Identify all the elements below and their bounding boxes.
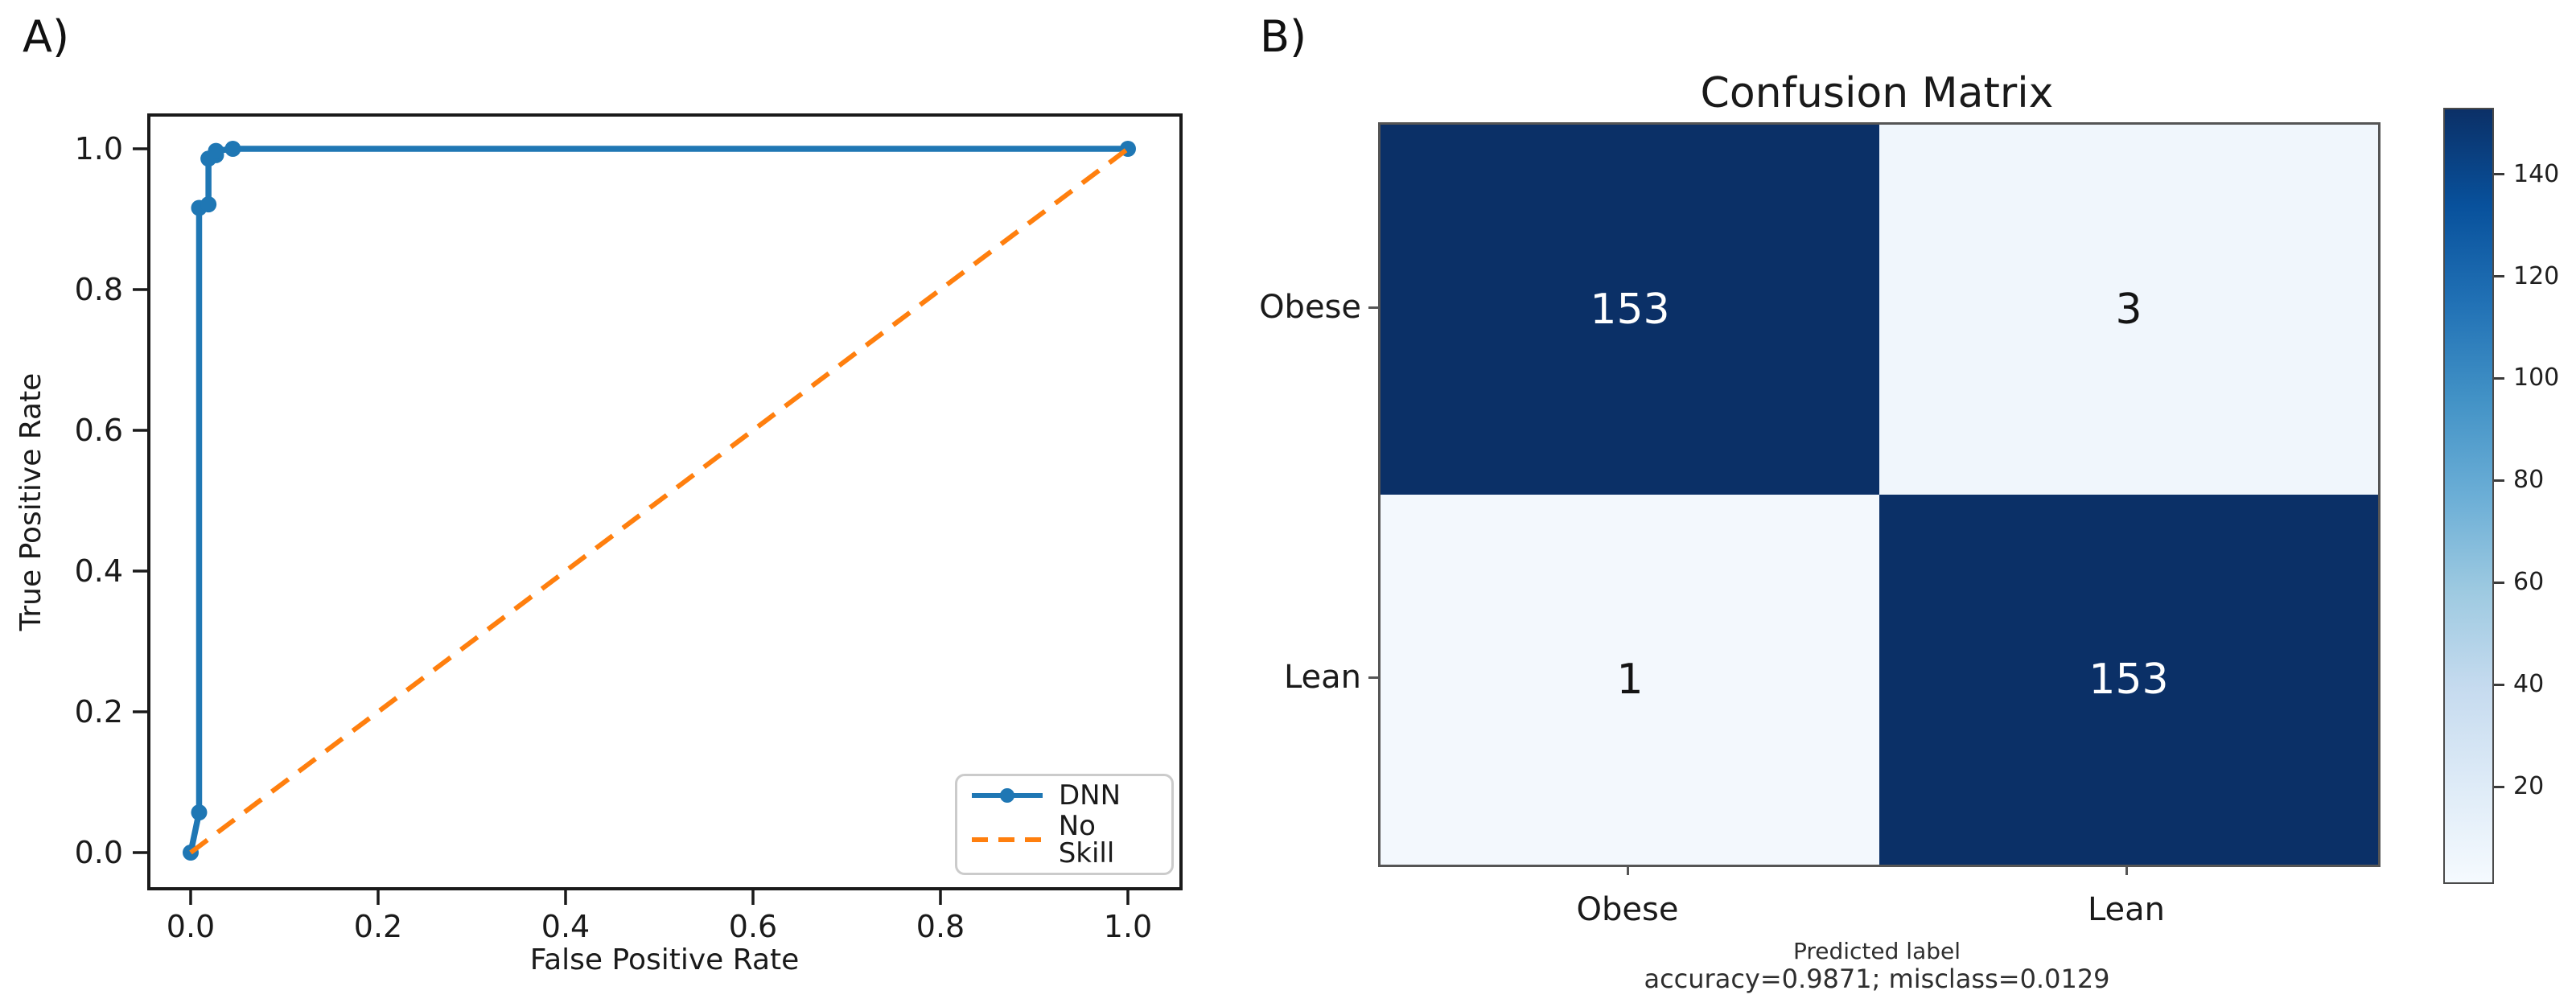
roc-x-tick-label: 0.2 — [354, 909, 402, 944]
roc-plot-box — [147, 113, 1183, 890]
roc-xlabel: False Positive Rate — [530, 943, 800, 976]
roc-data-point — [200, 196, 217, 213]
roc-y-tick-label: 0.4 — [75, 553, 123, 589]
roc-y-tick-label: 0.0 — [75, 835, 123, 870]
cm-row-label-lean: Lean — [1283, 659, 1361, 696]
cm-row-tick-1 — [1368, 306, 1378, 309]
colorbar-tick — [2494, 785, 2504, 788]
roc-x-tick-label: 0.6 — [729, 909, 777, 944]
roc-axes-ticks: 0.0 0.2 0.4 0.6 0.8 1.0 0.0 0.2 0.4 0.6 0.8 1.0 — [75, 131, 1153, 944]
colorbar-tick-label: 20 — [2513, 772, 2545, 801]
roc-series-group — [183, 141, 1136, 861]
roc-y-tick-label: 0.8 — [75, 272, 123, 307]
colorbar-tick-label: 80 — [2513, 466, 2545, 495]
cm-col-label-lean: Lean — [2087, 891, 2166, 928]
cm-row-tick-2 — [1368, 676, 1378, 679]
colorbar-tick-label: 40 — [2513, 670, 2545, 699]
confusion-matrix: 153 3 1 153 — [1378, 122, 2381, 867]
colorbar-tick-label: 120 — [2513, 261, 2560, 290]
roc-x-tick-label: 1.0 — [1104, 909, 1152, 944]
cm-col-tick-1 — [1627, 865, 1629, 875]
cm-title: Confusion Matrix — [1700, 69, 2054, 117]
colorbar-tick-label: 100 — [2513, 364, 2560, 393]
cm-col-tick-2 — [2125, 865, 2128, 875]
colorbar-tick — [2494, 275, 2504, 277]
roc-x-tick-label: 0.8 — [916, 909, 965, 944]
panel-b-label: B) — [1260, 11, 1307, 62]
colorbar-tick-label: 140 — [2513, 159, 2560, 188]
roc-data-point — [224, 141, 241, 157]
legend-item-no-skill: No Skill — [969, 812, 1160, 867]
cm-row-label-obese: Obese — [1259, 289, 1361, 326]
roc-chart: 0.0 0.2 0.4 0.6 0.8 1.0 0.0 0.2 0.4 0.6 0.8 1.0 Fal… — [14, 113, 1183, 976]
no-skill-dashed-line-icon — [972, 836, 1043, 842]
colorbar-tick — [2494, 683, 2504, 686]
cm-xlabel: Predicted label — [1792, 938, 1961, 964]
colorbar — [2443, 108, 2494, 884]
legend-item-dnn: DNN — [969, 782, 1160, 809]
roc-y-tick-label: 1.0 — [75, 131, 123, 166]
roc-y-tick-label: 0.6 — [75, 413, 123, 448]
cm-cell-lean-lean: 153 — [1879, 495, 2378, 865]
colorbar-tick — [2494, 376, 2504, 380]
panel-a-label: A) — [23, 11, 70, 62]
colorbar-tick — [2494, 581, 2504, 584]
colorbar-tick — [2494, 173, 2504, 176]
cm-accuracy-annotation: accuracy=0.9871; misclass=0.0129 — [1644, 964, 2110, 994]
colorbar-tick-label: 60 — [2513, 568, 2545, 597]
roc-x-tick-label: 0.0 — [167, 909, 215, 944]
roc-data-point — [208, 142, 224, 159]
roc-legend: DNN No Skill — [955, 774, 1174, 875]
cm-cell-lean-obese: 1 — [1381, 495, 1879, 865]
roc-y-tick-label: 0.2 — [75, 694, 123, 730]
roc-x-tick-label: 0.4 — [541, 909, 590, 944]
roc-line-no-skill — [189, 146, 1130, 855]
cm-cell-obese-obese: 153 — [1381, 125, 1879, 495]
legend-label-no-skill: No Skill — [1058, 809, 1115, 869]
cm-cell-obese-lean: 3 — [1879, 125, 2378, 495]
legend-label-dnn: DNN — [1059, 779, 1121, 812]
cm-col-label-obese: Obese — [1576, 891, 1679, 928]
roc-ylabel: True Positive Rate — [14, 373, 47, 632]
colorbar-tick — [2494, 479, 2504, 482]
roc-data-point — [191, 804, 208, 821]
dnn-line-marker-icon — [972, 788, 1043, 804]
